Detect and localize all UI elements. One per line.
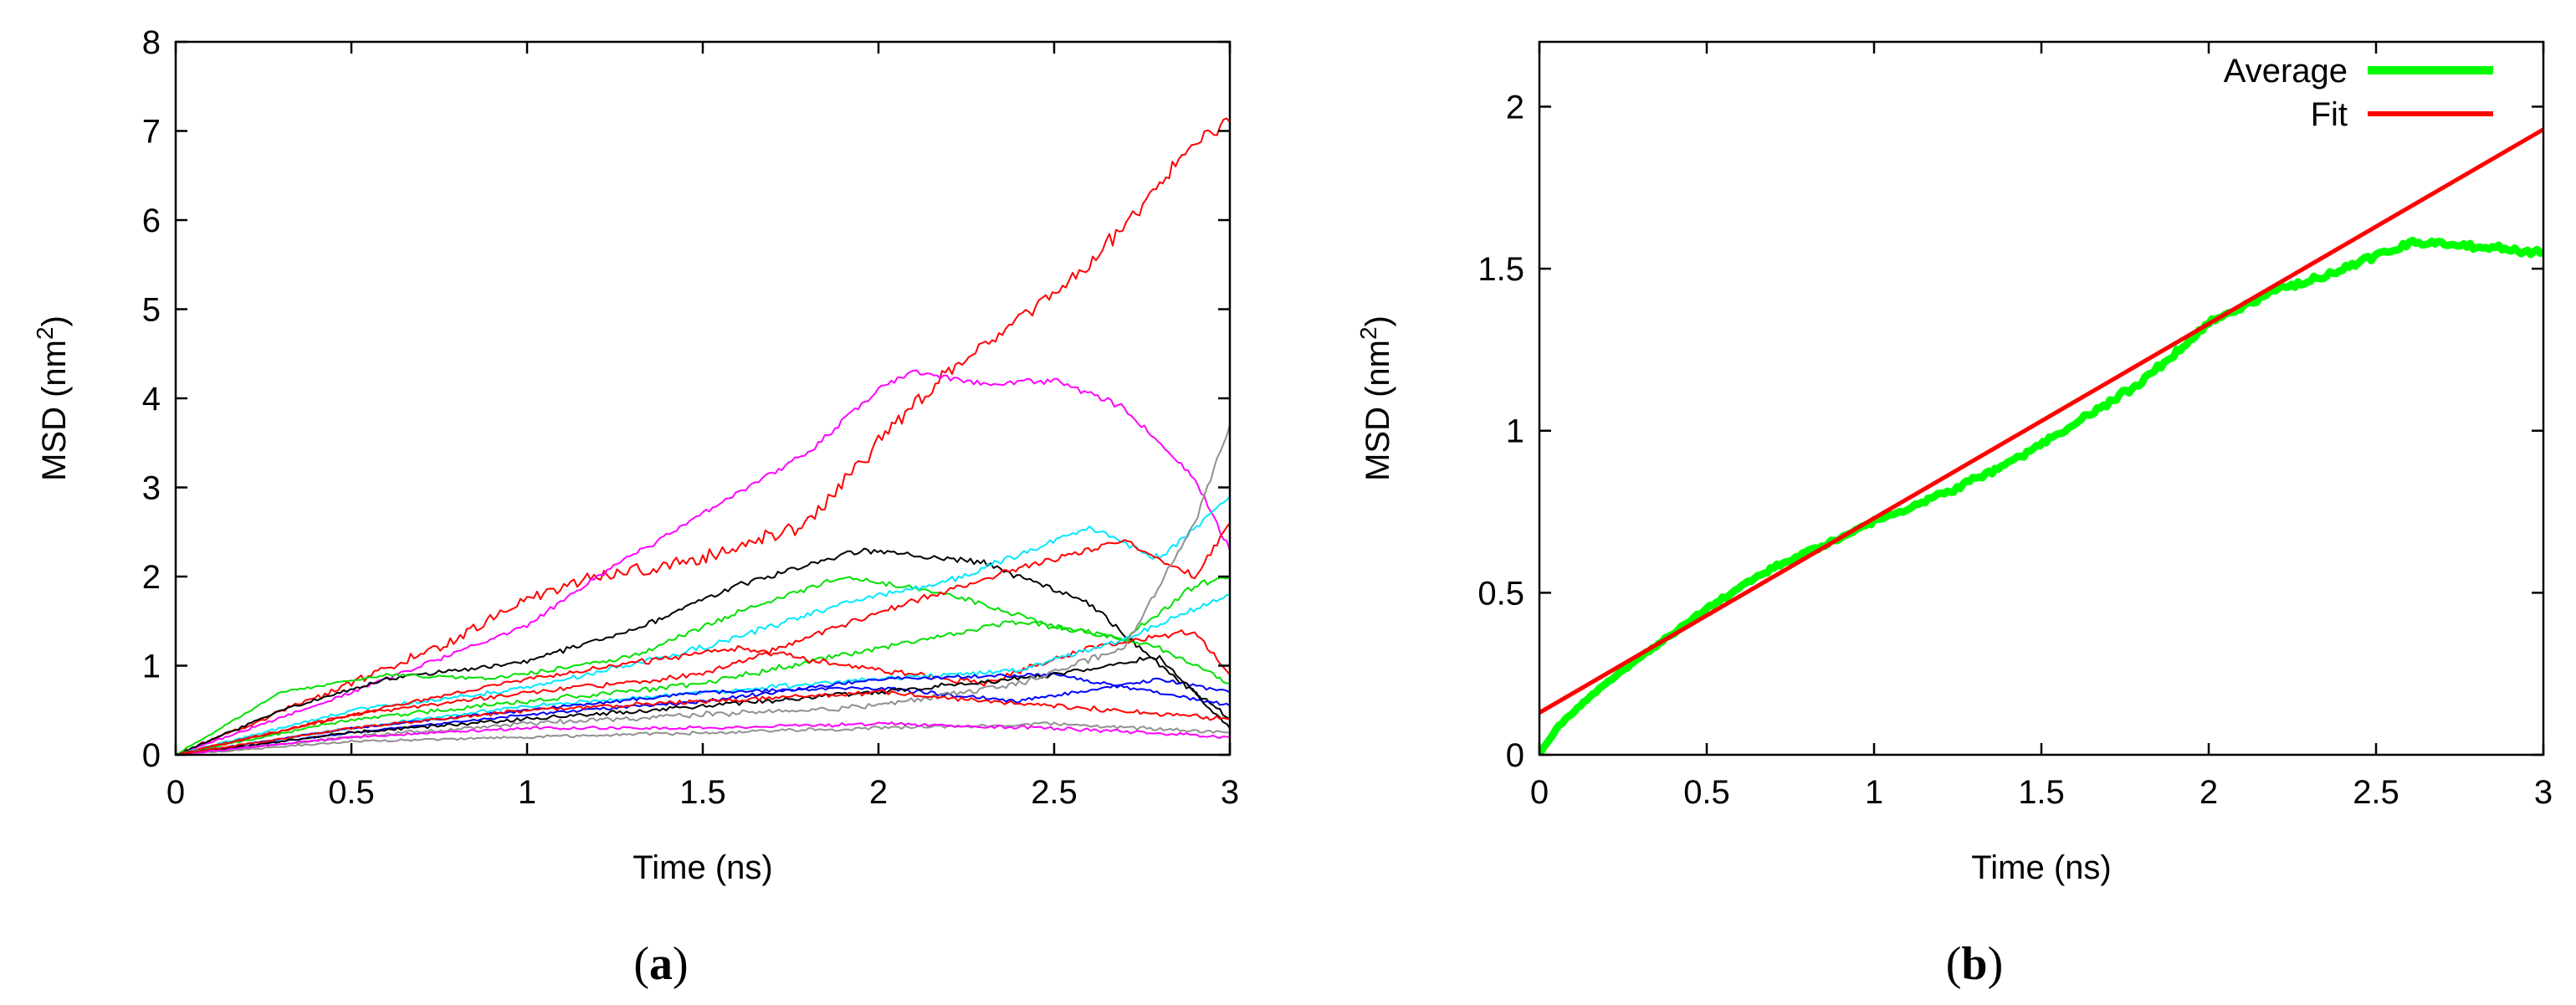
series-line-blue-1 (176, 677, 1230, 755)
panel-a-y-tick-label: 4 (142, 381, 161, 418)
series-line-green-2 (176, 576, 1230, 755)
panel-a-series (176, 117, 1230, 755)
series-line-green-1 (176, 576, 1230, 755)
panel-a-y-tick-label: 0 (142, 737, 161, 774)
panel-a-y-tick-labels: 0 1 2 3 4 5 6 7 8 (142, 24, 161, 774)
panel-a-x-tick-label: 3 (1221, 774, 1239, 811)
panel-b-plot-frame (1538, 40, 2545, 756)
panel-b-legend: Average Fit (2224, 53, 2493, 133)
series-line-red-2 (176, 522, 1230, 755)
panel-b-ticks (1538, 42, 2545, 756)
panel-a-x-tick-label: 2 (869, 774, 888, 811)
series-line-red-4 (176, 689, 1230, 755)
panel-a-y-axis-title: MSD (nm2) (32, 315, 74, 481)
panel-b-x-tick-label: 1 (1865, 774, 1883, 811)
panel-a-y-tick-label: 8 (142, 24, 161, 61)
panel-b-x-tick-label: 0 (1530, 774, 1549, 811)
panel-a-y-tick-label: 1 (142, 649, 161, 685)
panel-a-y-tick-label: 2 (142, 559, 161, 596)
panel-a-y-tick-label: 7 (142, 114, 161, 151)
panel-a-x-tick-label: 1 (518, 774, 536, 811)
series-line-cyan-1 (176, 495, 1230, 755)
panel-b-y-tick-label: 2 (1506, 89, 1524, 126)
panel-b-x-tick-label: 0.5 (1683, 774, 1730, 811)
panel-a-x-tick-label: 1.5 (679, 774, 726, 811)
panel-a-caption: (a) (633, 938, 688, 990)
panel-b-x-tick-label: 2 (2200, 774, 2218, 811)
panel-a-x-axis-title: Time (ns) (632, 849, 772, 886)
series-line-black-1 (176, 547, 1230, 755)
series-line-fit (1539, 127, 2543, 715)
series-line-gray-2 (176, 721, 1230, 755)
series-line-black-2 (176, 654, 1230, 755)
panel-a-y-tick-label: 6 (142, 203, 161, 239)
panel-b-caption: (b) (1946, 938, 2003, 990)
panel-b-series (1539, 127, 2543, 755)
panel-b-x-tick-label: 3 (2534, 774, 2553, 811)
panel-a-x-tick-label: 0 (166, 774, 185, 811)
panel-b-y-tick-label: 1.5 (1477, 251, 1524, 288)
panel-b-y-tick-label: 0 (1506, 737, 1524, 774)
panel-a-x-tick-labels: 0 0.5 1 1.5 2 2.5 3 (166, 774, 1239, 811)
series-line-gray-1 (176, 424, 1230, 755)
legend-label-average: Average (2224, 53, 2348, 90)
panel-b-x-axis-title: Time (ns) (1971, 849, 2111, 886)
panel-a-y-tick-label: 3 (142, 470, 161, 507)
panel-a: 0 0.5 1 1.5 2 2.5 3 0 1 2 3 4 5 6 7 8 Ti… (32, 24, 1240, 990)
panel-b-y-axis-title: MSD (nm2) (1355, 315, 1397, 481)
panel-a-y-tick-label: 5 (142, 292, 161, 329)
panel-b-x-tick-labels: 0 0.5 1 1.5 2 2.5 3 (1530, 774, 2553, 811)
panel-a-x-tick-label: 0.5 (328, 774, 375, 811)
series-line-red-1 (176, 117, 1230, 755)
legend-label-fit: Fit (2311, 96, 2348, 133)
panel-a-x-tick-label: 2.5 (1031, 774, 1078, 811)
panel-b-y-tick-labels: 0 0.5 1 1.5 2 (1477, 89, 1524, 774)
panel-b: 0 0.5 1 1.5 2 2.5 3 0 0.5 1 1.5 2 Time (… (1355, 40, 2553, 990)
panel-b-y-tick-label: 0.5 (1477, 575, 1524, 612)
panel-b-x-tick-label: 1.5 (2018, 774, 2065, 811)
panel-b-y-tick-label: 1 (1506, 413, 1524, 450)
panel-a-ticks (174, 40, 1232, 756)
series-line-magenta-1 (176, 369, 1230, 755)
panel-b-x-tick-label: 2.5 (2353, 774, 2399, 811)
series-line-magenta-2 (176, 721, 1230, 755)
series-line-average (1539, 236, 2543, 755)
